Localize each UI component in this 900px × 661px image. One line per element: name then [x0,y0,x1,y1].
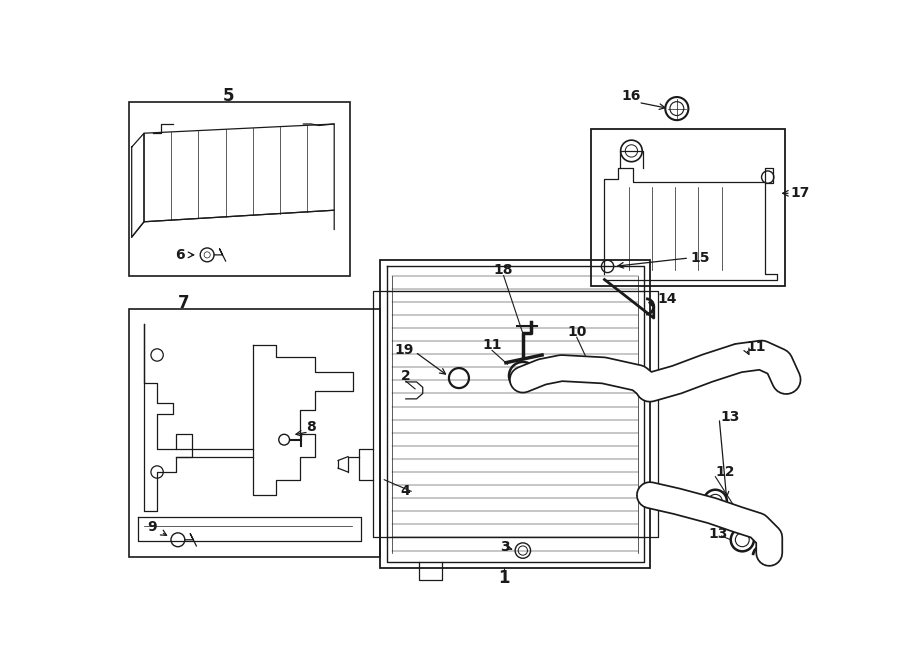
Text: 17: 17 [791,186,810,200]
Bar [129,102,349,276]
Text: 15: 15 [690,251,710,265]
Text: 5: 5 [223,87,235,105]
Bar [381,260,650,568]
Bar [129,309,381,557]
Text: 13: 13 [720,410,739,424]
Text: 19: 19 [394,343,413,358]
Text: 16: 16 [621,89,640,103]
Text: 9: 9 [147,520,157,535]
Text: 6: 6 [176,248,185,262]
Bar [590,130,785,286]
Text: 14: 14 [658,292,678,306]
Text: 3: 3 [500,541,509,555]
Text: 11: 11 [482,338,502,352]
Text: 10: 10 [567,325,587,339]
Text: 1: 1 [498,569,509,587]
Text: 12: 12 [716,465,734,479]
Text: 4: 4 [400,485,410,498]
Text: 2: 2 [400,369,410,383]
Text: 11: 11 [746,340,766,354]
Text: 7: 7 [178,293,190,311]
Text: 18: 18 [494,263,513,277]
Text: 8: 8 [306,420,316,434]
Text: 13: 13 [708,527,728,541]
